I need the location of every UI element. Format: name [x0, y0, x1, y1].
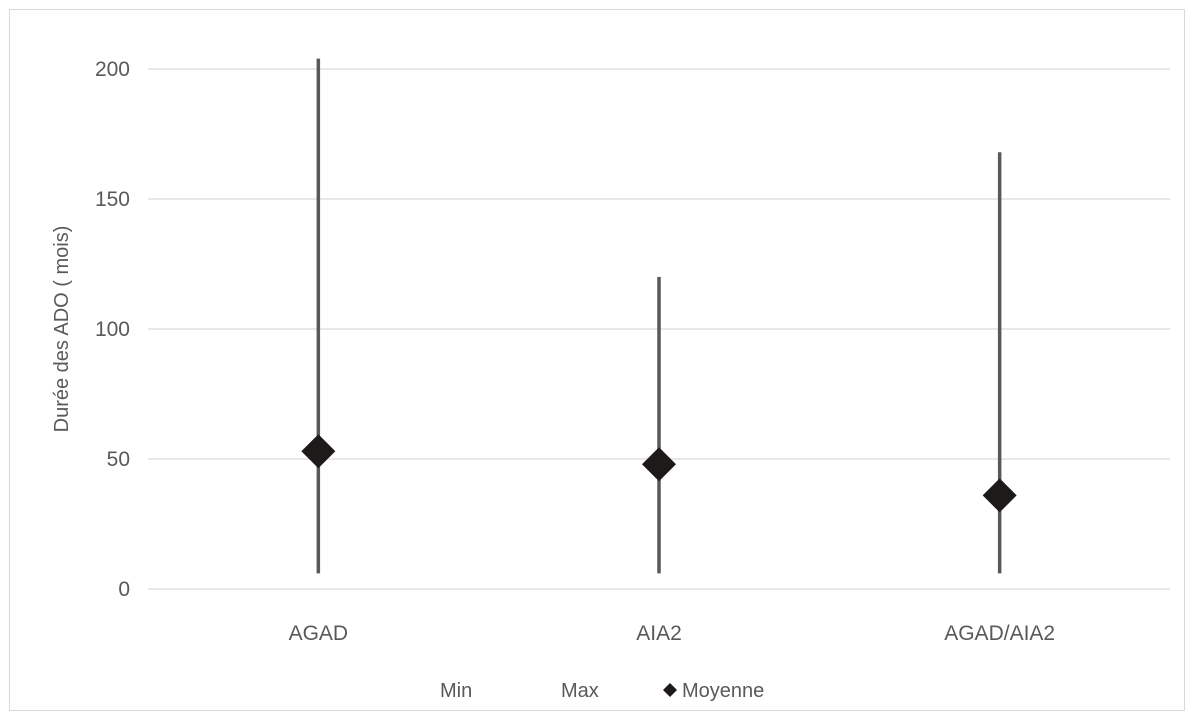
y-tick-label: 150: [95, 188, 130, 211]
legend-item-max: Max: [561, 680, 599, 702]
mean-marker: [301, 434, 336, 469]
x-tick-label: AGAD/AIA2: [944, 622, 1055, 645]
legend-diamond-icon: [663, 683, 677, 697]
x-tick-label: AIA2: [636, 622, 682, 645]
legend-item-min: Min: [440, 680, 472, 702]
range-lines: [316, 58, 1002, 574]
y-tick-label: 200: [95, 58, 130, 81]
y-tick-label: 100: [95, 318, 130, 341]
chart-frame: [9, 9, 1185, 711]
x-tick-labels: AGAD AIA2 AGAD/AIA2: [289, 622, 1056, 645]
legend-item-moyenne: Moyenne: [682, 680, 764, 702]
mean-marker: [982, 478, 1017, 513]
y-tick-labels: 0 50 100 150 200: [95, 58, 130, 601]
y-tick-label: 50: [107, 448, 130, 471]
x-tick-label: AGAD: [289, 622, 349, 645]
legend: Min Max Moyenne: [440, 680, 764, 702]
mean-markers: [301, 434, 1017, 513]
mean-marker: [642, 447, 676, 482]
y-tick-label: 0: [118, 578, 130, 601]
y-axis-title: Durée des ADO ( mois): [51, 226, 73, 433]
